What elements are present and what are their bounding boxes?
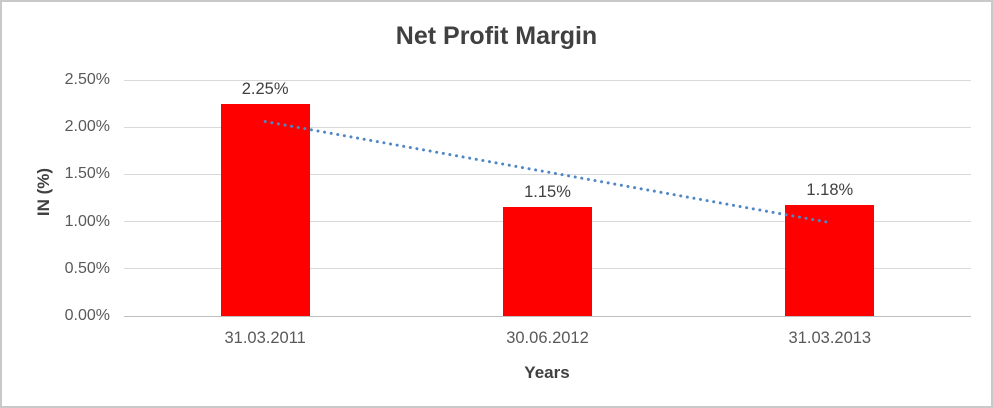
- y-tick-label: 0.00%: [64, 307, 110, 324]
- x-axis-title: Years: [524, 363, 570, 382]
- bar-31.03.2011[interactable]: [220, 103, 310, 316]
- data-label: 1.18%: [806, 180, 854, 199]
- y-tick-label: 2.00%: [64, 118, 110, 136]
- bar-30.06.2012[interactable]: [503, 207, 592, 316]
- y-tick-label: 1.50%: [64, 165, 110, 183]
- y-tick-label: 1.00%: [64, 212, 110, 230]
- data-label: 2.25%: [241, 79, 289, 98]
- data-label: 1.15%: [524, 183, 571, 202]
- bar-31.03.2013[interactable]: [785, 204, 875, 316]
- x-tick-label: 30.06.2012: [506, 329, 589, 347]
- gridline: [124, 79, 971, 81]
- y-tick-label: 0.50%: [64, 259, 110, 277]
- chart-title: Net Profit Margin: [395, 22, 598, 50]
- x-tick-label: 31.03.2011: [224, 329, 306, 347]
- y-tick-label: 2.50%: [64, 71, 110, 88]
- x-axis-line: [124, 315, 971, 317]
- x-tick-label: 31.03.2013: [788, 329, 872, 347]
